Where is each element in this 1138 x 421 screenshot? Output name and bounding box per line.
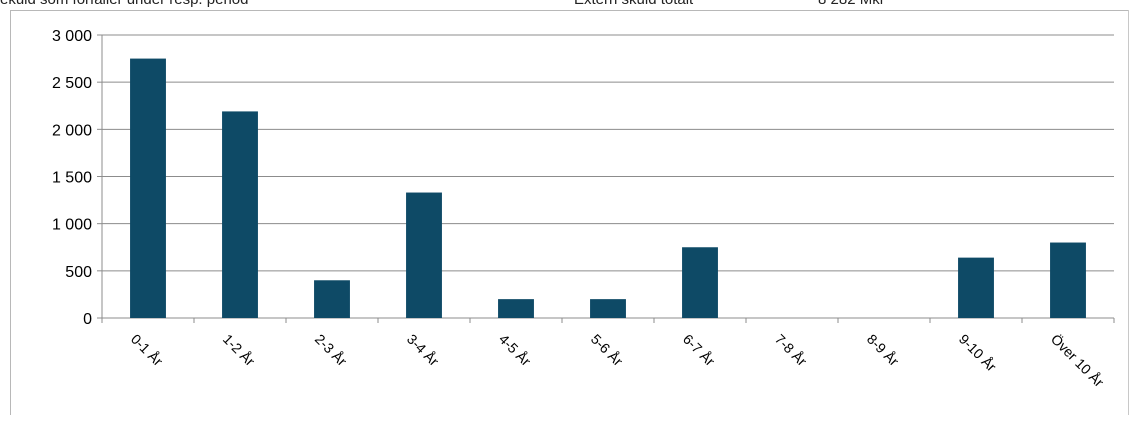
bar xyxy=(406,192,442,318)
bar xyxy=(130,58,166,318)
header-center-text: Extern skuld totalt xyxy=(574,0,693,8)
bar xyxy=(222,111,258,318)
chart-frame-left xyxy=(10,10,11,415)
bar xyxy=(498,299,534,318)
x-tick-label: 2-3 År xyxy=(312,331,351,370)
y-tick-label: 1 000 xyxy=(52,217,92,234)
bar xyxy=(958,257,994,318)
bar xyxy=(590,299,626,318)
top-header-strip: ekuld som forfaller under resp. period E… xyxy=(0,0,1138,10)
header-right-text: 8 282 Mkr xyxy=(818,0,885,8)
header-left-text: ekuld som forfaller under resp. period xyxy=(0,0,248,8)
bar xyxy=(1050,242,1086,318)
x-tick-label: 8-9 År xyxy=(864,331,903,370)
y-tick-label: 500 xyxy=(65,264,92,281)
chart-frame-right xyxy=(1128,10,1129,415)
x-tick-label: 3-4 År xyxy=(404,331,443,370)
y-tick-label: 3 000 xyxy=(52,28,92,45)
x-tick-label: 1-2 År xyxy=(220,331,259,370)
y-tick-label: 1 500 xyxy=(52,170,92,187)
x-tick-label: 0-1 År xyxy=(128,331,167,370)
x-tick-label: 7-8 År xyxy=(772,331,811,370)
x-tick-label: Över 10 År xyxy=(1048,330,1108,390)
x-tick-label: 6-7 År xyxy=(680,331,719,370)
y-tick-label: 2 000 xyxy=(52,122,92,139)
y-tick-label: 0 xyxy=(83,311,92,328)
bar xyxy=(682,247,718,318)
x-tick-label: 9-10 År xyxy=(956,331,1000,375)
x-tick-label: 5-6 År xyxy=(588,331,627,370)
x-tick-label: 4-5 År xyxy=(496,331,535,370)
chart-frame-top xyxy=(10,10,1128,11)
y-tick-label: 2 500 xyxy=(52,75,92,92)
bar xyxy=(314,280,350,318)
